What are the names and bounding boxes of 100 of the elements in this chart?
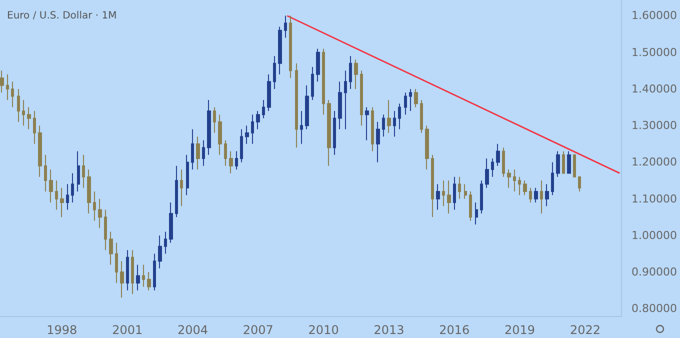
candlestick (382, 114, 385, 138)
candlestick (523, 180, 527, 196)
candlestick (551, 162, 554, 196)
candlestick (0, 70, 4, 94)
candlestick (398, 103, 401, 130)
candlestick (349, 56, 352, 90)
candlestick (240, 128, 243, 163)
x-tick-label: 2013 (374, 323, 404, 337)
candlestick (224, 140, 227, 166)
candlestick (393, 110, 396, 138)
candlestick (229, 150, 233, 174)
candlestick (87, 169, 91, 214)
candlestick (93, 191, 96, 222)
candlestick (338, 81, 342, 130)
candlestick (485, 158, 489, 188)
candlestick (562, 150, 565, 174)
candlestick (573, 154, 576, 178)
candlestick (191, 128, 194, 170)
candlestick (120, 260, 124, 298)
candlestick (169, 202, 173, 244)
candlestick (218, 114, 222, 156)
candlestick (104, 209, 107, 251)
candlestick (507, 169, 511, 188)
candlestick (207, 99, 211, 156)
candlestick (464, 184, 467, 200)
candlestick (147, 272, 151, 291)
x-tick-label: 2004 (177, 323, 208, 337)
candlestick (354, 59, 358, 90)
candlestick (115, 242, 118, 284)
candlestick (447, 180, 451, 214)
candlestick (136, 264, 140, 291)
candlestick (273, 56, 276, 90)
candlestick (126, 250, 129, 291)
candlestick (404, 92, 407, 116)
candlestick (186, 154, 189, 196)
candlestick (22, 99, 25, 126)
candlestick (442, 180, 445, 207)
candlestick (420, 99, 423, 134)
candlestick (109, 231, 113, 266)
candlestick (142, 264, 145, 288)
candlestick (453, 176, 456, 210)
x-tick-label: 2010 (308, 323, 339, 337)
candlestick (360, 70, 363, 126)
candlestick (513, 169, 516, 192)
x-tick-label: 2007 (242, 323, 274, 337)
candlestick (213, 106, 216, 134)
candlestick (82, 154, 85, 188)
candlestick (305, 84, 309, 130)
x-tick-label: 1998 (46, 323, 78, 337)
candlestick (49, 169, 53, 203)
y-tick-label: 1.20000 (632, 156, 678, 169)
candlestick (27, 106, 31, 130)
candlestick (371, 106, 374, 152)
x-tick-label: 2022 (570, 323, 600, 337)
candlestick (17, 88, 20, 122)
candlestick (295, 62, 298, 148)
candlestick (518, 176, 521, 196)
candlestick (202, 140, 205, 166)
candlestick (556, 150, 560, 178)
y-tick-label: 1.40000 (632, 82, 678, 96)
candlestick (300, 110, 303, 144)
candlestick (66, 184, 69, 210)
candlestick (409, 88, 412, 112)
candlestick (158, 234, 162, 269)
candlestick (278, 26, 282, 75)
candlestick (153, 253, 156, 291)
candlestick (496, 143, 500, 166)
candlestick (60, 187, 64, 218)
y-tick-label: 0.90000 (632, 266, 678, 279)
candlestick (262, 99, 265, 119)
candlestick (344, 70, 347, 130)
candlestick (545, 184, 549, 207)
candlestick (164, 231, 167, 254)
candlestick (475, 202, 478, 225)
candlestick (289, 15, 292, 78)
candlestick (38, 125, 42, 178)
candlestick (458, 176, 461, 200)
candlestick (77, 150, 80, 192)
text: Euro / U.S. Dollar · 1M (7, 10, 117, 22)
candlestick (98, 198, 102, 229)
candlestick (267, 74, 271, 112)
candlestick (55, 180, 58, 210)
candlestick (180, 169, 183, 207)
candlestick (284, 15, 287, 38)
candlestick (436, 184, 440, 210)
y-tick-label: 1.00000 (632, 228, 678, 242)
candlestick (71, 172, 74, 203)
candlestick (33, 110, 36, 144)
candlestick (414, 88, 418, 108)
candlestick (175, 165, 178, 218)
candlestick (245, 125, 249, 144)
candlestick (491, 158, 494, 178)
candlestick (431, 154, 434, 218)
y-tick-label: 1.10000 (632, 192, 678, 206)
candlestick (387, 99, 391, 134)
y-tick-label: 1.50000 (632, 46, 678, 59)
candlestick (425, 125, 429, 170)
y-tick-label: 1.60000 (632, 9, 678, 22)
y-tick-label: 0.80000 (632, 302, 678, 316)
candlestick (11, 81, 14, 108)
